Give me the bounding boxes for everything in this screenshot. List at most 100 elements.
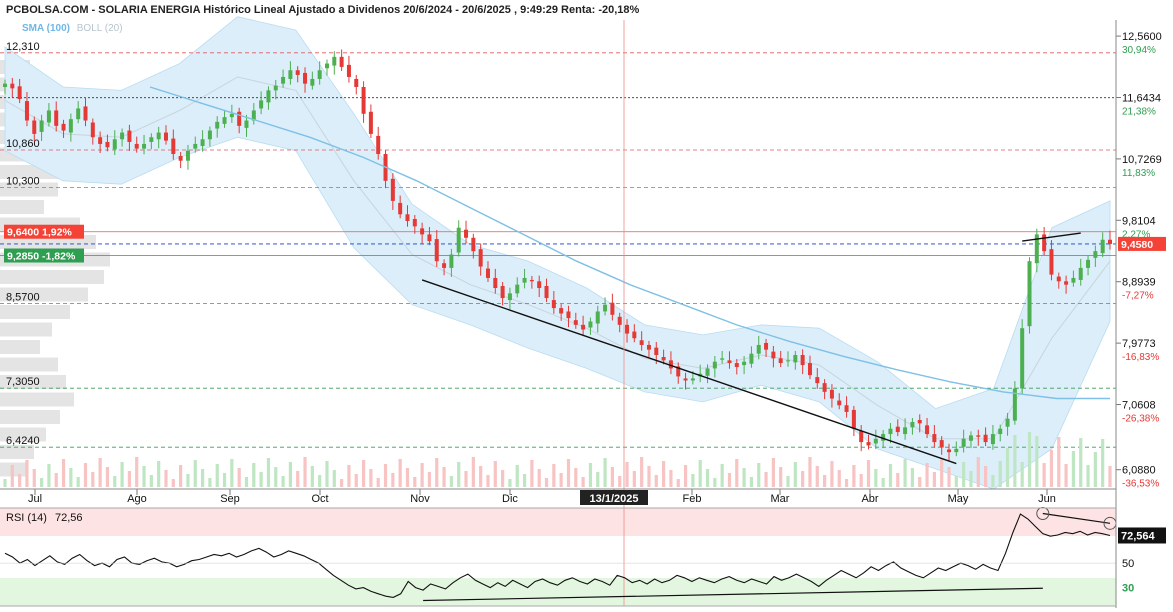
right-axis-price: 8,8939 bbox=[1122, 277, 1156, 289]
volume-bar bbox=[1101, 439, 1105, 487]
candle-body bbox=[676, 366, 681, 377]
candle-body bbox=[3, 83, 7, 87]
volume-bar bbox=[427, 472, 432, 487]
candle-body bbox=[427, 234, 432, 242]
volume-bar bbox=[303, 457, 307, 487]
candle-body bbox=[1093, 251, 1098, 258]
volume-bar bbox=[230, 459, 234, 487]
candle-body bbox=[273, 85, 278, 91]
candle-body bbox=[668, 360, 673, 369]
candle-body bbox=[507, 293, 512, 301]
candle-body bbox=[281, 76, 286, 84]
month-label: Sep bbox=[220, 493, 240, 505]
volume-bar bbox=[508, 479, 512, 487]
candle-body bbox=[764, 342, 769, 350]
candle-body bbox=[368, 111, 373, 134]
rsi-tick-50: 50 bbox=[1122, 558, 1134, 570]
volume-bar bbox=[947, 467, 951, 487]
volume-bar bbox=[252, 463, 256, 487]
volume-bar bbox=[1049, 450, 1054, 487]
volume-bar bbox=[625, 462, 629, 487]
rsi-label: RSI (14) 72,56 bbox=[6, 512, 83, 524]
volume-bar bbox=[859, 474, 863, 487]
volume-bar bbox=[837, 470, 841, 487]
volume-bar bbox=[361, 460, 366, 487]
volume-bar bbox=[515, 465, 519, 487]
low-badge-text: 9,2850 -1,82% bbox=[7, 251, 76, 263]
right-axis-pct: 21,38% bbox=[1122, 106, 1156, 117]
volume-bar bbox=[288, 462, 292, 487]
volume-bar bbox=[383, 464, 388, 487]
volume-bar bbox=[237, 468, 241, 487]
candle-body bbox=[456, 227, 461, 253]
month-label: 13/1/2025 bbox=[590, 493, 639, 505]
volume-bar bbox=[442, 467, 446, 487]
volume-bar bbox=[274, 467, 278, 487]
volume-bar bbox=[983, 466, 988, 487]
candle-body bbox=[632, 331, 637, 339]
candle-body bbox=[998, 428, 1003, 435]
candle-body bbox=[983, 434, 988, 443]
volume-bar bbox=[32, 469, 36, 487]
candle-body bbox=[478, 249, 483, 267]
volume-profile-bar bbox=[0, 270, 104, 284]
candle-body bbox=[266, 90, 271, 103]
right-axis-price: 7,0608 bbox=[1122, 400, 1156, 412]
volume-bar bbox=[844, 479, 849, 487]
volume-bar bbox=[940, 458, 944, 487]
candle-body bbox=[829, 389, 834, 399]
level-label: 10,860 bbox=[6, 138, 40, 150]
candle-body bbox=[573, 320, 578, 325]
volume-bar bbox=[1093, 452, 1097, 487]
volume-bar bbox=[823, 475, 827, 487]
candle-body bbox=[193, 143, 198, 149]
rsi-oversold-zone bbox=[0, 578, 1116, 606]
volume-bar bbox=[757, 463, 761, 487]
candle-body bbox=[449, 254, 454, 268]
right-axis-pct: -36,53% bbox=[1122, 479, 1159, 490]
volume-bar bbox=[1108, 466, 1112, 487]
candle-body bbox=[390, 178, 395, 201]
candle-body bbox=[207, 130, 212, 140]
price-trendline bbox=[421, 279, 957, 465]
volume-bar bbox=[998, 461, 1002, 487]
candle-body bbox=[76, 108, 81, 120]
volume-bar bbox=[603, 458, 607, 487]
candle-body bbox=[654, 347, 659, 355]
volume-bar bbox=[830, 461, 834, 487]
candle-body bbox=[229, 113, 234, 118]
candle-body bbox=[500, 285, 505, 299]
volume-bar bbox=[47, 464, 51, 487]
volume-bar bbox=[683, 465, 688, 487]
candle-body bbox=[324, 63, 329, 69]
volume-bar bbox=[676, 479, 680, 487]
volume-bar bbox=[932, 472, 936, 487]
volume-bar bbox=[962, 462, 966, 487]
candle-body bbox=[749, 353, 754, 364]
volume-bar bbox=[3, 479, 7, 487]
level-label: 7,3050 bbox=[6, 376, 40, 388]
rsi-line bbox=[4, 513, 1111, 598]
candle-body bbox=[185, 150, 190, 161]
level-label: 10,300 bbox=[6, 176, 40, 188]
candle-body bbox=[1012, 388, 1017, 421]
candle-body bbox=[639, 340, 644, 345]
volume-bar bbox=[596, 472, 600, 487]
last-badge-box bbox=[1118, 236, 1166, 251]
volume-bar bbox=[83, 463, 88, 487]
right-axis-pct: -26,38% bbox=[1122, 414, 1159, 425]
candle-body bbox=[581, 324, 586, 330]
volume-profile-bar bbox=[0, 182, 58, 197]
candle-body bbox=[90, 122, 95, 138]
candle-body bbox=[332, 56, 337, 66]
candle-body bbox=[1049, 249, 1054, 275]
volume-bar bbox=[969, 471, 973, 487]
volume-bar bbox=[1079, 438, 1083, 487]
right-axis-price: 9,8104 bbox=[1122, 215, 1156, 227]
candle-body bbox=[134, 143, 139, 149]
candle-body bbox=[807, 363, 812, 376]
volume-bar bbox=[435, 458, 439, 487]
volume-bar bbox=[1086, 465, 1090, 487]
volume-bar bbox=[720, 464, 724, 487]
candle-body bbox=[259, 100, 264, 109]
